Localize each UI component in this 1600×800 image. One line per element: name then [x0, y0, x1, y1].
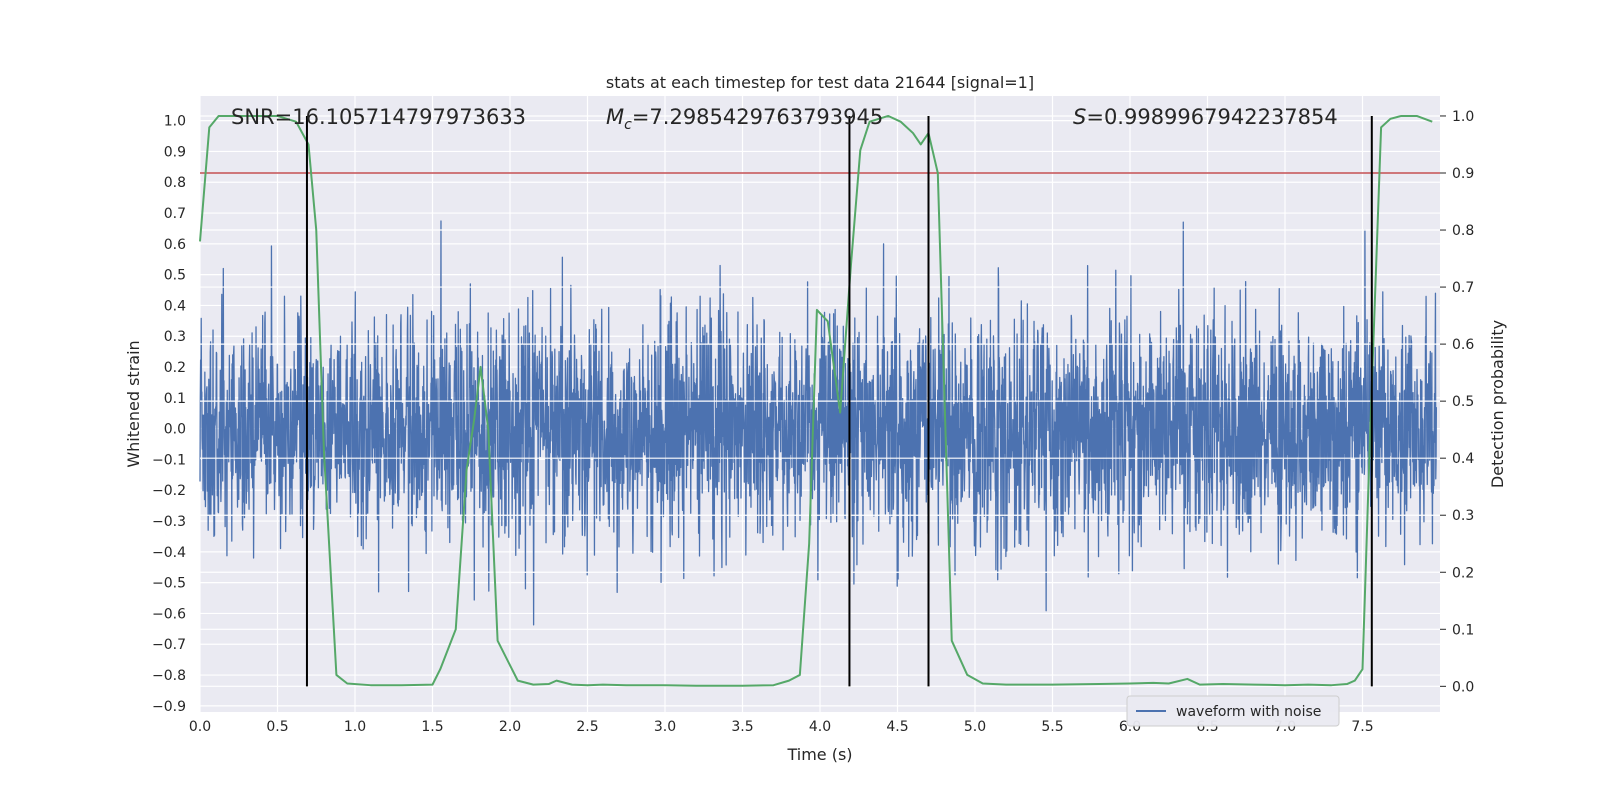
x-tick-label: 4.5 [886, 719, 908, 735]
y2-tick-label: 0.3 [1452, 508, 1474, 524]
x-tick-label: 1.5 [421, 719, 443, 735]
y-axis-label: Whitened strain [124, 340, 143, 467]
detection-probability-series [199, 114, 1433, 687]
y2-tick-label: 0.6 [1452, 337, 1474, 353]
y2-axis-ticks: 1.0 0.9 0.8 0.7 0.6 0.5 0.4 0.3 0.2 0.1 0.0 [1440, 109, 1474, 695]
y2-tick-label: 0.4 [1452, 451, 1474, 467]
y2-tick-label: 0.8 [1452, 223, 1474, 239]
chart-title: stats at each timestep for test data 216… [606, 73, 1034, 92]
x-tick-label: 5.0 [964, 719, 986, 735]
y-tick-label: −0.7 [152, 637, 186, 653]
x-axis-label: Time (s) [786, 745, 852, 764]
chirp-mass-annotation: Mc=7.2985429763793945 [606, 105, 883, 133]
x-tick-label: 7.5 [1351, 719, 1373, 735]
legend-box [1126, 695, 1340, 727]
y2-tick-label: 0.0 [1452, 679, 1474, 695]
y-tick-label: 0.0 [164, 422, 186, 438]
x-tick-label: 2.5 [576, 719, 598, 735]
y-tick-label: 0.6 [164, 237, 186, 253]
detection-probability-line [199, 114, 1433, 687]
y2-tick-label: 0.2 [1452, 565, 1474, 581]
y2-tick-label: 0.7 [1452, 280, 1474, 296]
x-tick-label: 3.5 [731, 719, 753, 735]
y-tick-label: 0.8 [164, 175, 186, 191]
y-axis-ticks: 1.0 0.9 0.8 0.7 0.6 0.5 0.4 0.3 0.2 0.1 0.0 −0.1 −0.… [152, 114, 186, 715]
x-axis-ticks: 0.0 0.5 1.0 1.5 2.0 2.5 3.0 3.5 4.0 4.5 5.0 5.5 6.0 6… [189, 719, 1374, 735]
y-tick-label: 0.3 [164, 329, 186, 345]
y-tick-label: 0.4 [164, 298, 186, 314]
y-tick-label: 0.7 [164, 206, 186, 222]
legend: waveform with noise [1126, 695, 1340, 727]
y2-tick-label: 1.0 [1452, 109, 1474, 125]
score-annotation: S=0.9989967942237854 [1073, 105, 1338, 129]
y-tick-label: 0.1 [164, 391, 186, 407]
x-tick-label: 0.5 [266, 719, 288, 735]
legend-label: waveform with noise [1176, 704, 1321, 720]
y-tick-label: 0.9 [164, 144, 186, 160]
y-tick-label: 0.2 [164, 360, 186, 376]
x-tick-label: 5.5 [1041, 719, 1063, 735]
y-tick-label: −0.8 [152, 668, 186, 684]
y-tick-label: −0.5 [152, 576, 186, 592]
y-tick-label: −0.4 [152, 545, 186, 561]
x-tick-label: 1.0 [344, 719, 366, 735]
trigger-lines [305, 115, 1373, 687]
snr-annotation: SNR=16.105714797973633 [231, 105, 526, 129]
y-tick-label: −0.2 [152, 483, 186, 499]
y-tick-label: −0.1 [152, 452, 186, 468]
y-tick-label: 1.0 [164, 114, 186, 130]
y2-tick-label: 0.1 [1452, 622, 1474, 638]
y2-tick-label: 0.5 [1452, 394, 1474, 410]
x-tick-label: 0.0 [189, 719, 211, 735]
y2-axis-label: Detection probability [1488, 320, 1507, 488]
y2-tick-label: 0.9 [1452, 166, 1474, 182]
y-tick-label: 0.5 [164, 268, 186, 284]
y-tick-label: −0.9 [152, 699, 186, 715]
y-tick-label: −0.3 [152, 514, 186, 530]
x-tick-label: 2.0 [499, 719, 521, 735]
x-tick-label: 4.0 [809, 719, 831, 735]
x-tick-label: 3.0 [654, 719, 676, 735]
y-tick-label: −0.6 [152, 606, 186, 622]
